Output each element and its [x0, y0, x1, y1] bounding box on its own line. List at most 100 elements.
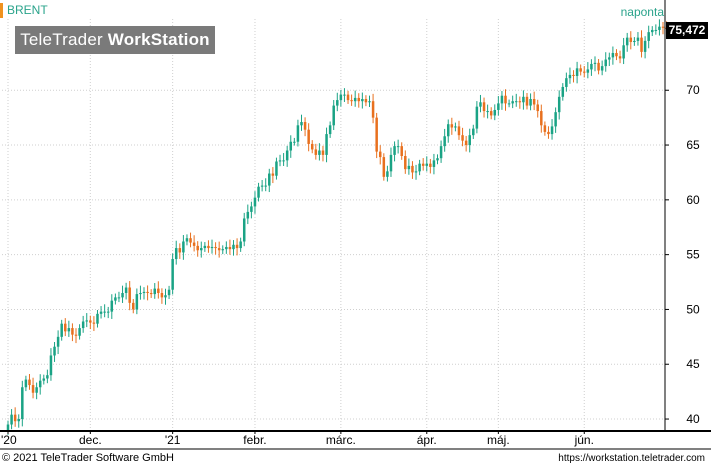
candle-body — [651, 29, 654, 33]
candle-body — [192, 242, 196, 246]
y-tick-label: 40 — [686, 412, 700, 426]
candle-body — [210, 246, 214, 249]
candle-body — [364, 99, 368, 103]
candle-body — [547, 131, 550, 135]
candle-body — [99, 311, 103, 314]
candle-body — [300, 122, 303, 126]
candle-body — [457, 126, 461, 136]
y-tick-label: 65 — [686, 138, 700, 152]
candle-body — [310, 143, 314, 150]
copyright-text: © 2021 TeleTrader Software GmbH — [2, 452, 174, 464]
candle-body — [268, 173, 271, 186]
candle-body — [221, 249, 225, 251]
candle-body — [157, 288, 160, 293]
candle-body — [486, 111, 489, 113]
candle-body — [46, 375, 49, 379]
axes: 40 45 50 55 60 65 70 '20 dec. '21 febr. márc. ápr. má… — [0, 0, 711, 450]
candle-body — [371, 101, 375, 118]
candle-body — [550, 126, 554, 135]
candle-body — [479, 102, 482, 107]
candle-body — [142, 291, 146, 293]
candle-body — [647, 32, 650, 41]
candle-body — [543, 125, 547, 132]
candle-body — [246, 211, 250, 219]
candles — [6, 19, 672, 435]
candle-body — [271, 173, 275, 176]
candle-body — [38, 380, 42, 388]
candle-body — [185, 238, 189, 242]
candle-body — [608, 57, 611, 60]
y-tick-label: 50 — [686, 302, 700, 316]
candle-body — [468, 135, 471, 146]
candle-body — [189, 238, 192, 243]
y-tick-label: 45 — [686, 357, 700, 371]
candle-body — [404, 156, 407, 170]
candle-body — [579, 68, 582, 72]
candle-body — [257, 186, 260, 198]
candle-body — [661, 26, 665, 28]
logo-light-text: TeleTrader — [20, 30, 108, 49]
candle-body — [56, 336, 60, 347]
candle-body — [625, 37, 629, 46]
candle-body — [425, 163, 429, 166]
candle-body — [658, 26, 661, 30]
candle-body — [64, 323, 67, 332]
candle-body — [554, 112, 557, 127]
candle-body — [128, 287, 131, 303]
x-tick-label: febr. — [243, 433, 266, 447]
candle-body — [586, 69, 590, 73]
candle-body — [167, 289, 171, 296]
candle-body — [343, 94, 346, 96]
candle-body — [67, 328, 71, 332]
website-link[interactable]: https://workstation.teletrader.com — [558, 453, 705, 464]
candle-body — [643, 40, 647, 52]
x-tick-label: máj. — [487, 433, 510, 447]
candle-body — [450, 124, 454, 128]
candle-body — [318, 150, 321, 155]
candle-body — [121, 293, 124, 298]
candle-body — [74, 334, 78, 336]
candle-body — [10, 414, 13, 425]
symbol-label[interactable]: BRENT — [0, 3, 48, 18]
candle-body — [525, 96, 529, 106]
logo-bold-text: WorkStation — [107, 30, 210, 49]
candle-body — [636, 37, 640, 41]
x-tick-label: dec. — [79, 433, 102, 447]
candle-body — [31, 385, 35, 393]
candle-body — [622, 45, 625, 59]
teletrader-logo: TeleTrader WorkStation — [15, 26, 215, 54]
candle-body — [81, 321, 85, 329]
candle-body — [178, 248, 182, 253]
candle-body — [49, 355, 53, 376]
candle-body — [633, 40, 636, 43]
candle-body — [160, 293, 164, 298]
candle-body — [253, 197, 257, 207]
candle-body — [89, 320, 92, 323]
candle-body — [382, 157, 386, 177]
candle-body — [611, 52, 615, 58]
candle-body — [332, 105, 335, 126]
candle-body — [461, 135, 464, 141]
candle-body — [565, 78, 568, 87]
candle-body — [325, 134, 328, 155]
candle-body — [171, 259, 174, 290]
interval-label[interactable]: naponta — [620, 5, 664, 19]
candle-body — [106, 311, 110, 313]
candle-body — [96, 313, 99, 324]
candle-body — [78, 328, 81, 336]
candle-body — [85, 320, 88, 322]
candle-body — [446, 124, 450, 137]
candle-body — [557, 96, 561, 113]
candle-body — [71, 328, 74, 335]
candle-body — [350, 100, 353, 102]
candle-body — [618, 56, 622, 59]
candle-body — [429, 163, 432, 167]
candle-body — [361, 99, 364, 102]
candle-body — [507, 103, 511, 105]
candle-body — [604, 59, 607, 67]
candle-body — [472, 128, 475, 136]
candle-body — [260, 185, 264, 187]
candle-body — [200, 248, 203, 251]
candle-body — [593, 62, 597, 64]
